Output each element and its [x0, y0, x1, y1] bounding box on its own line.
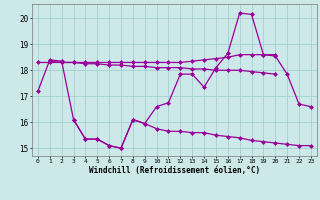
X-axis label: Windchill (Refroidissement éolien,°C): Windchill (Refroidissement éolien,°C)	[89, 166, 260, 175]
